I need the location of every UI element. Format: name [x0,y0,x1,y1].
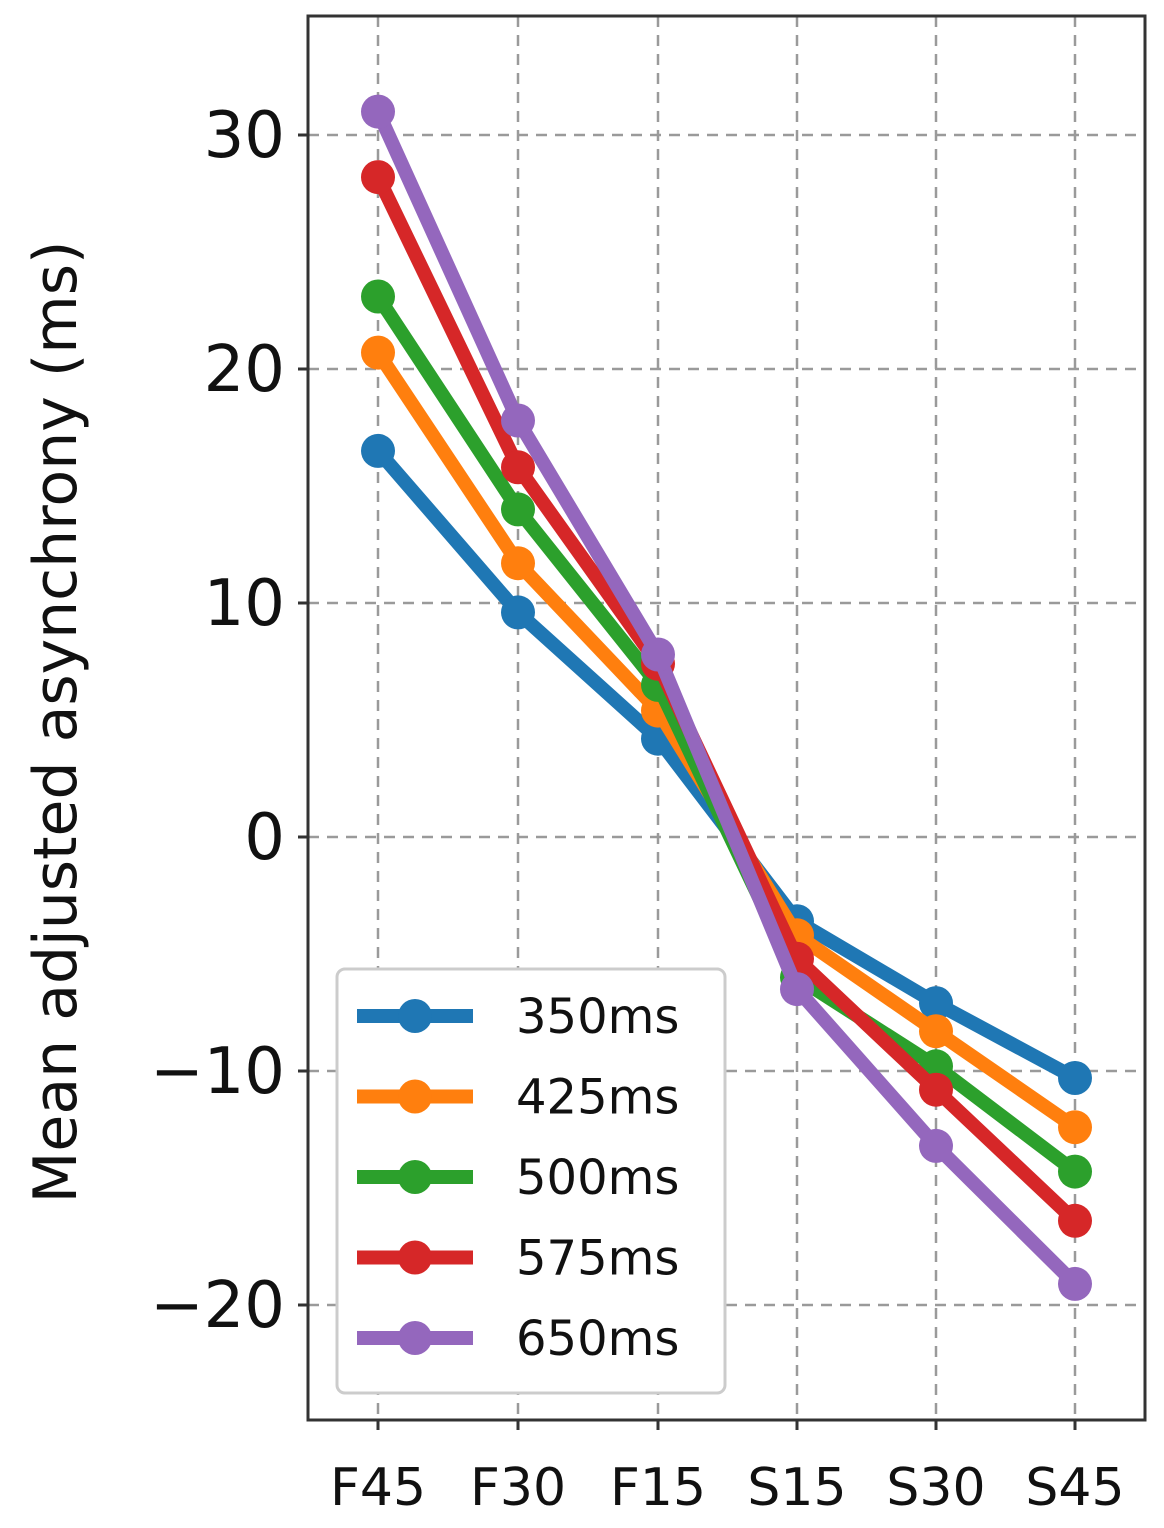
legend-entry: 425ms [357,1070,679,1126]
data-point [361,335,395,370]
x-tick-label: S15 [747,1458,846,1518]
y-tick-label: 20 [204,333,285,407]
legend-swatch-marker [398,1240,432,1275]
data-point [919,1128,953,1163]
legend-box [335,967,727,1395]
x-tick-label: S45 [1025,1458,1124,1518]
data-point [361,433,395,468]
legend: 350ms 425ms 500ms 575ms 650ms [335,967,727,1395]
legend-label: 350ms [516,989,679,1045]
data-point [501,546,535,581]
legend-label: 500ms [516,1150,679,1206]
legend-label: 425ms [516,1070,679,1126]
y-tick-label: 0 [244,801,285,875]
data-point [1058,1203,1092,1238]
data-point [1058,1061,1092,1095]
data-point [361,94,395,129]
legend-label: 575ms [516,1231,679,1287]
data-point [919,1014,953,1049]
x-tick-label: F30 [470,1458,566,1518]
data-point [361,160,395,195]
axis-ticks: F45 F30 F15 S15 S30 S45 30 20 10 0 −10 −20 [150,99,1125,1518]
x-tick-label: F45 [330,1458,426,1518]
legend-entry: 575ms [357,1231,679,1287]
legend-entry: 500ms [357,1150,679,1206]
series-650ms [361,94,1092,1301]
series-group [361,94,1092,1301]
data-point [501,595,535,630]
data-point [919,986,953,1021]
data-point [501,450,535,485]
legend-label: 650ms [516,1311,679,1367]
y-tick-label: −10 [150,1035,285,1109]
y-tick-label: −20 [150,1269,285,1343]
legend-entry: 650ms [357,1311,679,1367]
legend-swatch-marker [398,1079,432,1114]
data-point [1058,1266,1092,1301]
data-point [1058,1110,1092,1145]
legend-entry: 350ms [357,989,679,1045]
data-point [780,972,814,1007]
y-tick-label: 30 [204,99,285,173]
y-tick-label: 10 [204,567,285,641]
data-point [361,279,395,314]
legend-swatch-marker [398,1160,432,1194]
y-axis-label: Mean adjusted asynchrony (ms) [21,241,91,1204]
legend-swatch-marker [398,999,432,1033]
series-line [371,104,1082,1291]
data-point [919,1072,953,1107]
data-point [501,403,535,438]
data-point [501,492,535,527]
legend-swatch-marker [398,1321,432,1355]
data-point [641,637,675,672]
x-tick-label: F15 [610,1458,706,1518]
data-point [1058,1154,1092,1189]
plot-frame [306,14,1147,1422]
x-tick-label: S30 [886,1458,985,1518]
